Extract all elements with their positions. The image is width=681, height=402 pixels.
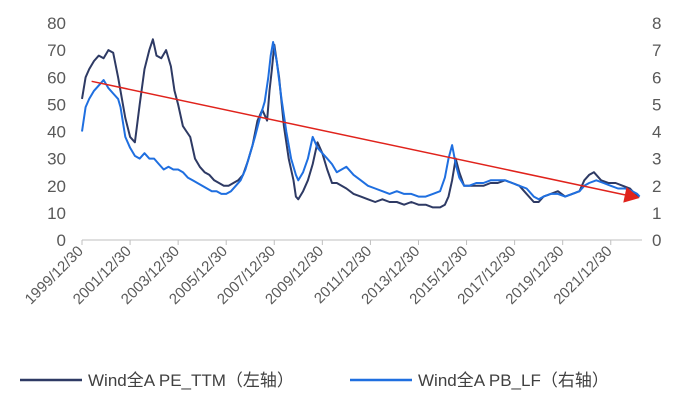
y-right-tick-label: 8: [652, 14, 661, 33]
series-line-1: [81, 41, 641, 201]
y-left-tick-label: 70: [47, 41, 66, 60]
y-left-tick-label: 80: [47, 14, 66, 33]
y-left-tick-label: 50: [47, 95, 66, 114]
y-right-tick-label: 6: [652, 68, 661, 87]
legend-label-pe: Wind全A PE_TTM（左轴）: [88, 371, 294, 390]
y-left-tick-label: 60: [47, 68, 66, 87]
y-left-tick-label: 0: [57, 231, 66, 250]
y-left-tick-label: 10: [47, 204, 66, 223]
y-right-tick-label: 2: [652, 177, 661, 196]
y-right-tick-label: 3: [652, 150, 661, 169]
y-axis-right: 0 1 2 3 4 5 6 7 8: [652, 14, 661, 250]
y-left-tick-label: 40: [47, 123, 66, 142]
trend-arrow-line: [91, 80, 626, 196]
y-right-tick-label: 0: [652, 231, 661, 250]
legend-label-pb: Wind全A PB_LF（右轴）: [418, 371, 609, 390]
y-left-tick-label: 20: [47, 177, 66, 196]
y-left-tick-label: 30: [47, 150, 66, 169]
y-right-tick-label: 5: [652, 95, 661, 114]
y-axis-left: 0 10 20 30 40 50 60 70 80: [47, 14, 66, 250]
series-line-0: [81, 38, 641, 209]
y-right-tick-label: 4: [652, 123, 661, 142]
y-right-tick-label: 7: [652, 41, 661, 60]
trend-arrow-head: [623, 187, 640, 203]
y-right-tick-label: 1: [652, 204, 661, 223]
plot-area: [81, 38, 641, 209]
legend: Wind全A PE_TTM（左轴） Wind全A PB_LF（右轴）: [20, 371, 609, 390]
x-axis: 1999/12/302001/12/302003/12/302005/12/30…: [22, 240, 616, 308]
